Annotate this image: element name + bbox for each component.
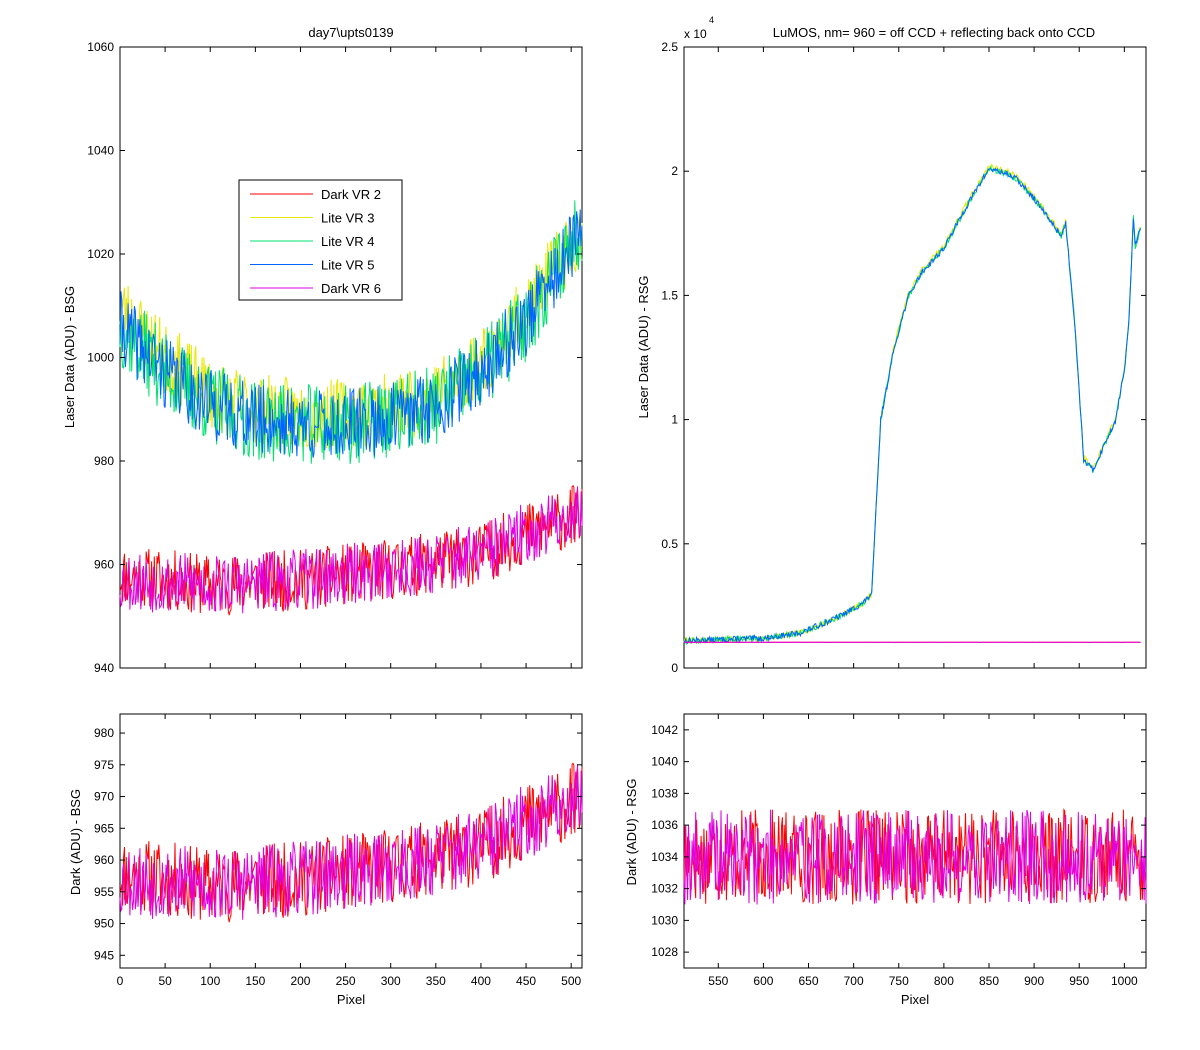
x-tick-label: 500 xyxy=(561,974,581,988)
x-tick-label: 1000 xyxy=(1111,974,1138,988)
y-tick-label: 950 xyxy=(94,917,114,931)
y-tick-label: 1030 xyxy=(651,913,678,927)
y-tick-label: 1040 xyxy=(87,144,114,158)
y-tick-label: 2 xyxy=(671,164,678,178)
legend-box xyxy=(238,179,403,301)
legend-label: Dark VR 6 xyxy=(321,281,381,296)
y-axis-label: Laser Data (ADU) - BSG xyxy=(62,286,77,428)
y-tick-label: 960 xyxy=(94,853,114,867)
y-tick-label: 1020 xyxy=(87,247,114,261)
x-tick-label: 50 xyxy=(158,974,172,988)
series-line-4 xyxy=(119,209,583,458)
plot-area xyxy=(683,46,1147,669)
y-axis-label: Dark (ADU) - RSG xyxy=(624,779,639,886)
tick-group: 0 50 100 150 200 250 300 350 400 450 500 945 950 955 9… xyxy=(94,714,582,988)
x-tick-label: 400 xyxy=(471,974,491,988)
y-tick-label: 1028 xyxy=(651,945,678,959)
x-tick-label: 150 xyxy=(245,974,265,988)
y-tick-label: 965 xyxy=(94,821,114,835)
x-tick-label: 450 xyxy=(516,974,536,988)
y-tick-label: 1034 xyxy=(651,850,678,864)
x-tick-label: 250 xyxy=(336,974,356,988)
legend-label: Dark VR 2 xyxy=(321,187,381,202)
x-tick-label: 200 xyxy=(290,974,310,988)
x-tick-label: 300 xyxy=(381,974,401,988)
legend: Dark VR 2 Lite VR 3 Lite VR 4 Lite VR 5 Dark… xyxy=(238,179,403,301)
chart-title: day7\upts0139 xyxy=(308,25,393,40)
series-group xyxy=(683,808,1147,905)
exponent-label: x 10 xyxy=(684,27,707,41)
series-line-3 xyxy=(683,167,1142,645)
series-line-2 xyxy=(119,764,583,920)
y-tick-label: 1060 xyxy=(87,40,114,54)
x-tick-label: 550 xyxy=(708,974,728,988)
y-tick-label: 975 xyxy=(94,758,114,772)
y-tick-label: 945 xyxy=(94,948,114,962)
series-group xyxy=(119,762,583,923)
x-tick-label: 850 xyxy=(979,974,999,988)
series-group xyxy=(119,200,583,616)
y-tick-label: 1.5 xyxy=(661,288,678,302)
series-line-5 xyxy=(119,486,583,614)
y-tick-label: 1032 xyxy=(651,882,678,896)
legend-label: Lite VR 4 xyxy=(321,234,374,249)
axes-bottom-left: 0 50 100 150 200 250 300 350 400 450 500 945 950 955 9… xyxy=(68,713,583,1007)
x-tick-label: 950 xyxy=(1069,974,1089,988)
y-tick-label: 960 xyxy=(94,558,114,572)
x-tick-label: 650 xyxy=(799,974,819,988)
series-line-1 xyxy=(683,808,1147,905)
y-tick-label: 940 xyxy=(94,661,114,675)
y-tick-label: 2.5 xyxy=(661,40,678,54)
axes-top-right: 0 0.5 1 1.5 2 2.5 LuMOS, nm= 960 = off CCD + … xyxy=(636,15,1147,675)
y-tick-label: 1042 xyxy=(651,723,678,737)
x-axis-label: Pixel xyxy=(901,992,929,1007)
tick-group: 940 960 980 1000 1020 1040 1060 xyxy=(87,40,582,675)
y-tick-label: 1040 xyxy=(651,755,678,769)
x-tick-label: 900 xyxy=(1024,974,1044,988)
tick-group: 0 0.5 1 1.5 2 2.5 xyxy=(661,40,1146,675)
y-tick-label: 970 xyxy=(94,790,114,804)
y-tick-label: 1036 xyxy=(651,818,678,832)
x-tick-label: 700 xyxy=(844,974,864,988)
series-line-1 xyxy=(119,484,583,616)
y-tick-label: 980 xyxy=(94,454,114,468)
y-tick-label: 1 xyxy=(671,413,678,427)
legend-label: Lite VR 3 xyxy=(321,211,374,226)
x-tick-label: 750 xyxy=(889,974,909,988)
exponent-power: 4 xyxy=(709,15,714,25)
series-group xyxy=(683,163,1142,646)
y-tick-label: 0 xyxy=(671,661,678,675)
series-line-1 xyxy=(119,762,583,923)
tick-group: 550 600 650 700 750 800 850 900 950 1000 1028 1030 1… xyxy=(651,714,1146,988)
y-axis-label: Dark (ADU) - BSG xyxy=(68,789,83,895)
series-line-2 xyxy=(683,809,1147,905)
x-tick-label: 350 xyxy=(426,974,446,988)
axes-bottom-right: 550 600 650 700 750 800 850 900 950 1000 1028 1030 1… xyxy=(624,713,1147,1007)
y-tick-label: 980 xyxy=(94,726,114,740)
x-tick-label: 800 xyxy=(934,974,954,988)
y-tick-label: 1038 xyxy=(651,786,678,800)
x-tick-label: 0 xyxy=(117,974,124,988)
legend-label: Lite VR 5 xyxy=(321,258,374,273)
y-axis-label: Laser Data (ADU) - RSG xyxy=(636,275,651,418)
x-axis-label: Pixel xyxy=(337,992,365,1007)
y-tick-label: 1000 xyxy=(87,351,114,365)
legend-items: Dark VR 2 Lite VR 3 Lite VR 4 Lite VR 5 Dark… xyxy=(250,187,381,296)
y-tick-label: 0.5 xyxy=(661,537,678,551)
x-tick-label: 100 xyxy=(200,974,220,988)
x-tick-label: 600 xyxy=(753,974,773,988)
y-tick-label: 955 xyxy=(94,885,114,899)
chart-title: LuMOS, nm= 960 = off CCD + reflecting ba… xyxy=(773,25,1095,40)
